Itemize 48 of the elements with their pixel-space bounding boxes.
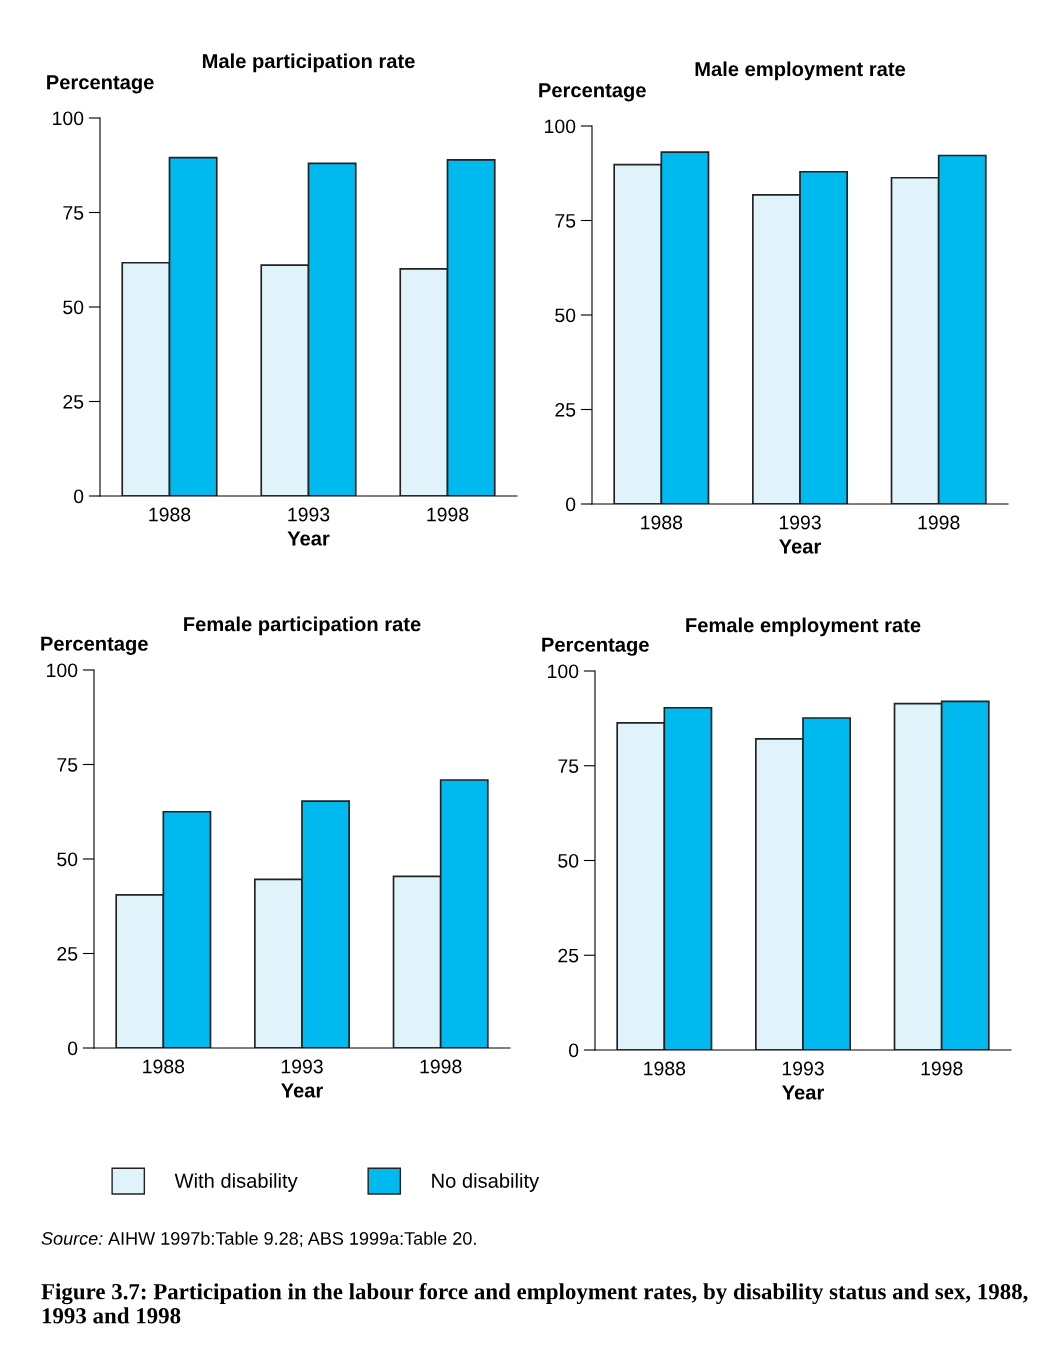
- y-tick-label: 50: [63, 300, 84, 315]
- x-tick-label: 1998: [420, 1059, 462, 1074]
- y-tick-label: 75: [57, 758, 78, 772]
- y-tick-label: 0: [73, 489, 84, 504]
- x-tick-label: 1988: [644, 1061, 686, 1076]
- x-axis-title: Year: [782, 1085, 824, 1100]
- y-tick-label: 50: [57, 852, 78, 867]
- x-tick-label: 1998: [427, 507, 469, 522]
- y-tick-label: 0: [67, 1041, 78, 1056]
- legend-label: With disability: [174, 1173, 298, 1192]
- y-tick-label: 25: [555, 402, 576, 417]
- chart-title: Female employment rate: [686, 617, 921, 637]
- x-tick-label: 1993: [281, 1059, 323, 1074]
- y-tick-label: 75: [555, 214, 576, 228]
- y-axis-title: Percentage: [47, 75, 154, 94]
- y-axis-title: Percentage: [41, 636, 148, 655]
- y-tick-label: 25: [63, 394, 84, 409]
- x-axis-title: Year: [287, 531, 330, 546]
- y-axis-title: Percentage: [542, 637, 649, 656]
- x-axis-title: Year: [779, 539, 821, 554]
- y-tick-label: 100: [53, 111, 84, 126]
- chart-title: Male employment rate: [695, 61, 906, 81]
- x-tick-label: 1998: [921, 1061, 963, 1076]
- y-tick-label: 100: [47, 663, 78, 678]
- y-tick-label: 75: [63, 206, 84, 220]
- y-axis-title: Percentage: [539, 83, 646, 102]
- chart-title: Male participation rate: [202, 53, 415, 73]
- caption: Figure 3.7: Participation in the labour force and employment rates, by disability status and sex, 1988, 1993 and 1998: [41, 1283, 1028, 1324]
- y-tick-label: 0: [565, 497, 576, 512]
- x-tick-label: 1998: [918, 515, 960, 530]
- y-tick-label: 50: [555, 308, 576, 323]
- x-tick-label: 1988: [149, 507, 191, 522]
- x-tick-label: 1993: [779, 515, 821, 530]
- source-note: Source: AIHW 1997b:Table 9.28; ABS 1999a:Table 20.: [41, 1231, 476, 1247]
- y-tick-label: 100: [548, 664, 579, 679]
- x-axis-title: Year: [281, 1083, 323, 1098]
- y-tick-label: 50: [558, 853, 579, 868]
- chart-title: Female participation rate: [184, 616, 421, 636]
- y-tick-label: 100: [545, 119, 576, 134]
- x-tick-label: 1993: [782, 1061, 824, 1076]
- legend-label: No disability: [432, 1173, 540, 1192]
- y-tick-label: 25: [558, 948, 579, 963]
- y-tick-label: 75: [558, 759, 579, 773]
- x-tick-label: 1993: [288, 507, 330, 522]
- x-tick-label: 1988: [143, 1059, 185, 1074]
- x-tick-label: 1988: [641, 515, 683, 530]
- y-tick-label: 0: [568, 1043, 579, 1058]
- y-tick-label: 25: [57, 946, 78, 961]
